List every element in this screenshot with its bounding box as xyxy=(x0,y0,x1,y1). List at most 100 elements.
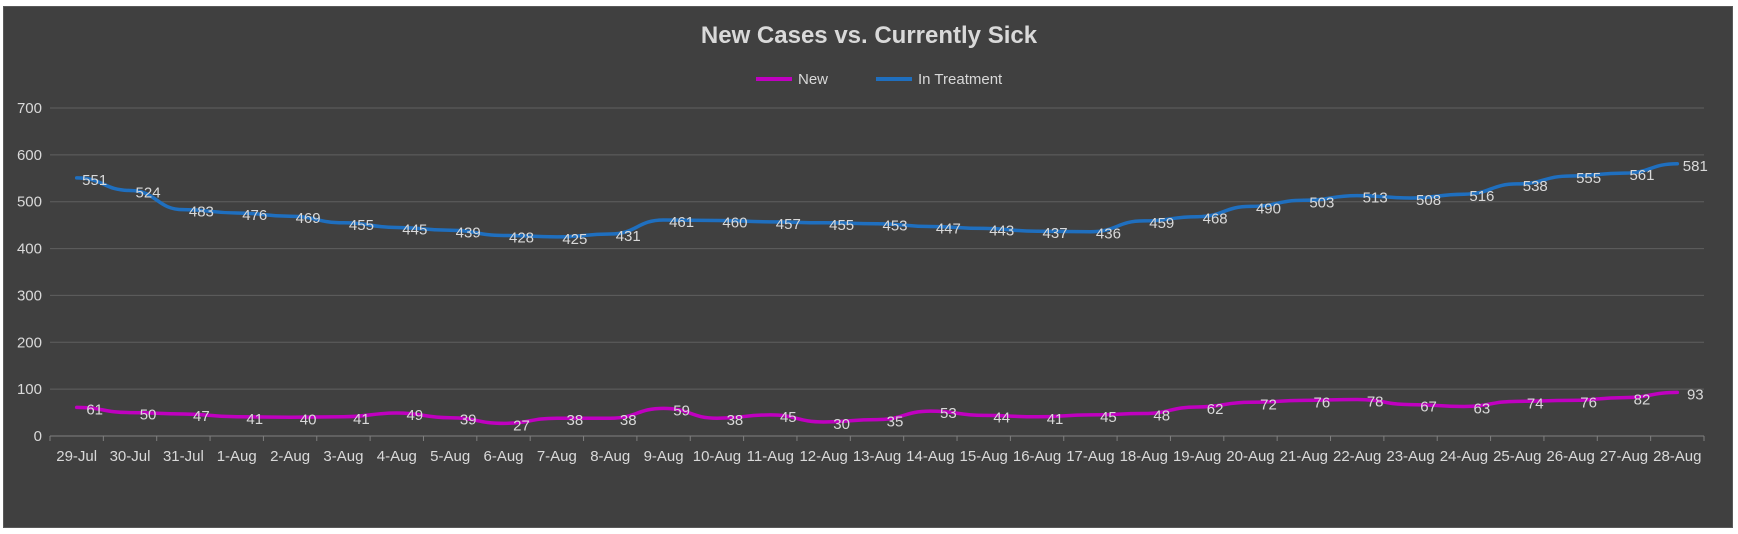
legend-label: New xyxy=(798,71,828,88)
x-tick-label: 1-Aug xyxy=(217,448,257,465)
chart-title: New Cases vs. Currently Sick xyxy=(701,22,1038,49)
x-tick-label: 24-Aug xyxy=(1440,448,1488,465)
x-tick-label: 9-Aug xyxy=(644,448,684,465)
x-tick-label: 6-Aug xyxy=(484,448,524,465)
data-labels: 61 50 47 41 40 41 49 39 27 38 38 59 38 45 30 35 53 44 41 45… xyxy=(82,158,1708,435)
data-label: 38 xyxy=(727,412,744,429)
data-label: 457 xyxy=(776,216,801,233)
data-label: 39 xyxy=(460,412,477,429)
data-label: 40 xyxy=(300,411,317,428)
data-label: 63 xyxy=(1474,400,1491,417)
data-label: 67 xyxy=(1420,399,1437,416)
data-label: 45 xyxy=(1100,409,1117,426)
series-line-0 xyxy=(74,390,1680,426)
data-label: 447 xyxy=(936,221,961,238)
data-label: 41 xyxy=(1047,411,1064,428)
data-label: 428 xyxy=(509,229,534,246)
y-axis: 0 100 200 300 400 500 600 700 xyxy=(17,100,42,445)
series-lines xyxy=(74,162,1680,426)
x-tick-label: 18-Aug xyxy=(1120,448,1168,465)
data-label: 72 xyxy=(1260,396,1277,413)
data-label: 453 xyxy=(882,218,907,235)
x-tick-label: 5-Aug xyxy=(430,448,470,465)
data-label: 431 xyxy=(616,228,641,245)
data-label: 455 xyxy=(829,217,854,234)
data-label: 524 xyxy=(136,184,161,201)
data-label: 49 xyxy=(406,407,423,424)
data-label: 490 xyxy=(1256,200,1281,217)
data-label: 38 xyxy=(620,412,637,429)
data-label: 44 xyxy=(993,409,1010,426)
y-tick-label: 0 xyxy=(34,428,42,445)
data-label: 47 xyxy=(193,408,210,425)
x-tick-label: 28-Aug xyxy=(1653,448,1701,465)
data-label: 561 xyxy=(1629,167,1654,184)
data-label: 30 xyxy=(833,416,850,433)
data-label: 483 xyxy=(189,204,214,221)
y-tick-label: 600 xyxy=(17,147,42,164)
data-label: 581 xyxy=(1683,158,1708,175)
data-label: 439 xyxy=(456,224,481,241)
x-tick-label: 17-Aug xyxy=(1066,448,1114,465)
data-label: 443 xyxy=(989,222,1014,239)
x-axis: 29-Jul 30-Jul 31-Jul 1-Aug 2-Aug 3-Aug 4-Aug 5-… xyxy=(49,435,1705,465)
x-tick-label: 30-Jul xyxy=(110,448,151,465)
y-tick-label: 100 xyxy=(17,381,42,398)
x-tick-label: 27-Aug xyxy=(1600,448,1648,465)
data-label: 27 xyxy=(513,417,530,434)
data-label: 508 xyxy=(1416,192,1441,209)
data-label: 41 xyxy=(353,411,370,428)
data-label: 513 xyxy=(1363,190,1388,207)
data-label: 53 xyxy=(940,405,957,422)
data-label: 93 xyxy=(1687,386,1704,403)
x-tick-label: 15-Aug xyxy=(960,448,1008,465)
y-tick-label: 400 xyxy=(17,241,42,258)
data-label: 436 xyxy=(1096,226,1121,243)
x-tick-label: 31-Jul xyxy=(163,448,204,465)
chart-area: New Cases vs. Currently Sick New In Treat… xyxy=(3,6,1733,528)
data-label: 50 xyxy=(140,407,157,424)
x-tick-label: 8-Aug xyxy=(590,448,630,465)
line-chart: New Cases vs. Currently Sick New In Treat… xyxy=(17,22,1708,465)
data-label: 48 xyxy=(1153,408,1170,425)
data-label: 425 xyxy=(562,231,587,248)
x-tick-label: 4-Aug xyxy=(377,448,417,465)
x-tick-label: 13-Aug xyxy=(853,448,901,465)
data-label: 461 xyxy=(669,214,694,231)
data-label: 38 xyxy=(567,412,584,429)
series-line-1 xyxy=(74,162,1680,239)
data-label: 459 xyxy=(1149,215,1174,232)
data-label: 78 xyxy=(1367,393,1384,410)
data-label: 468 xyxy=(1203,211,1228,228)
x-tick-label: 19-Aug xyxy=(1173,448,1221,465)
data-label: 61 xyxy=(86,401,103,418)
data-label: 538 xyxy=(1523,178,1548,195)
x-tick-label: 25-Aug xyxy=(1493,448,1541,465)
y-tick-label: 700 xyxy=(17,100,42,117)
y-tick-label: 500 xyxy=(17,194,42,211)
x-tick-label: 10-Aug xyxy=(693,448,741,465)
legend-item: In Treatment xyxy=(876,71,1003,88)
x-tick-label: 23-Aug xyxy=(1386,448,1434,465)
x-tick-label: 21-Aug xyxy=(1280,448,1328,465)
x-tick-label: 12-Aug xyxy=(799,448,847,465)
data-label: 35 xyxy=(887,414,904,431)
data-label: 476 xyxy=(242,207,267,224)
data-label: 437 xyxy=(1043,225,1068,242)
x-tick-label: 29-Jul xyxy=(56,448,97,465)
x-tick-label: 22-Aug xyxy=(1333,448,1381,465)
x-tick-label: 20-Aug xyxy=(1226,448,1274,465)
x-tick-label: 16-Aug xyxy=(1013,448,1061,465)
data-label: 460 xyxy=(722,214,747,231)
data-label: 555 xyxy=(1576,170,1601,187)
data-label: 82 xyxy=(1634,392,1651,409)
data-label: 455 xyxy=(349,217,374,234)
x-tick-label: 14-Aug xyxy=(906,448,954,465)
x-tick-label: 7-Aug xyxy=(537,448,577,465)
data-label: 59 xyxy=(673,402,690,419)
x-tick-label: 3-Aug xyxy=(323,448,363,465)
y-tick-label: 200 xyxy=(17,334,42,351)
data-label: 551 xyxy=(82,172,107,189)
data-label: 469 xyxy=(296,210,321,227)
y-tick-label: 300 xyxy=(17,287,42,304)
